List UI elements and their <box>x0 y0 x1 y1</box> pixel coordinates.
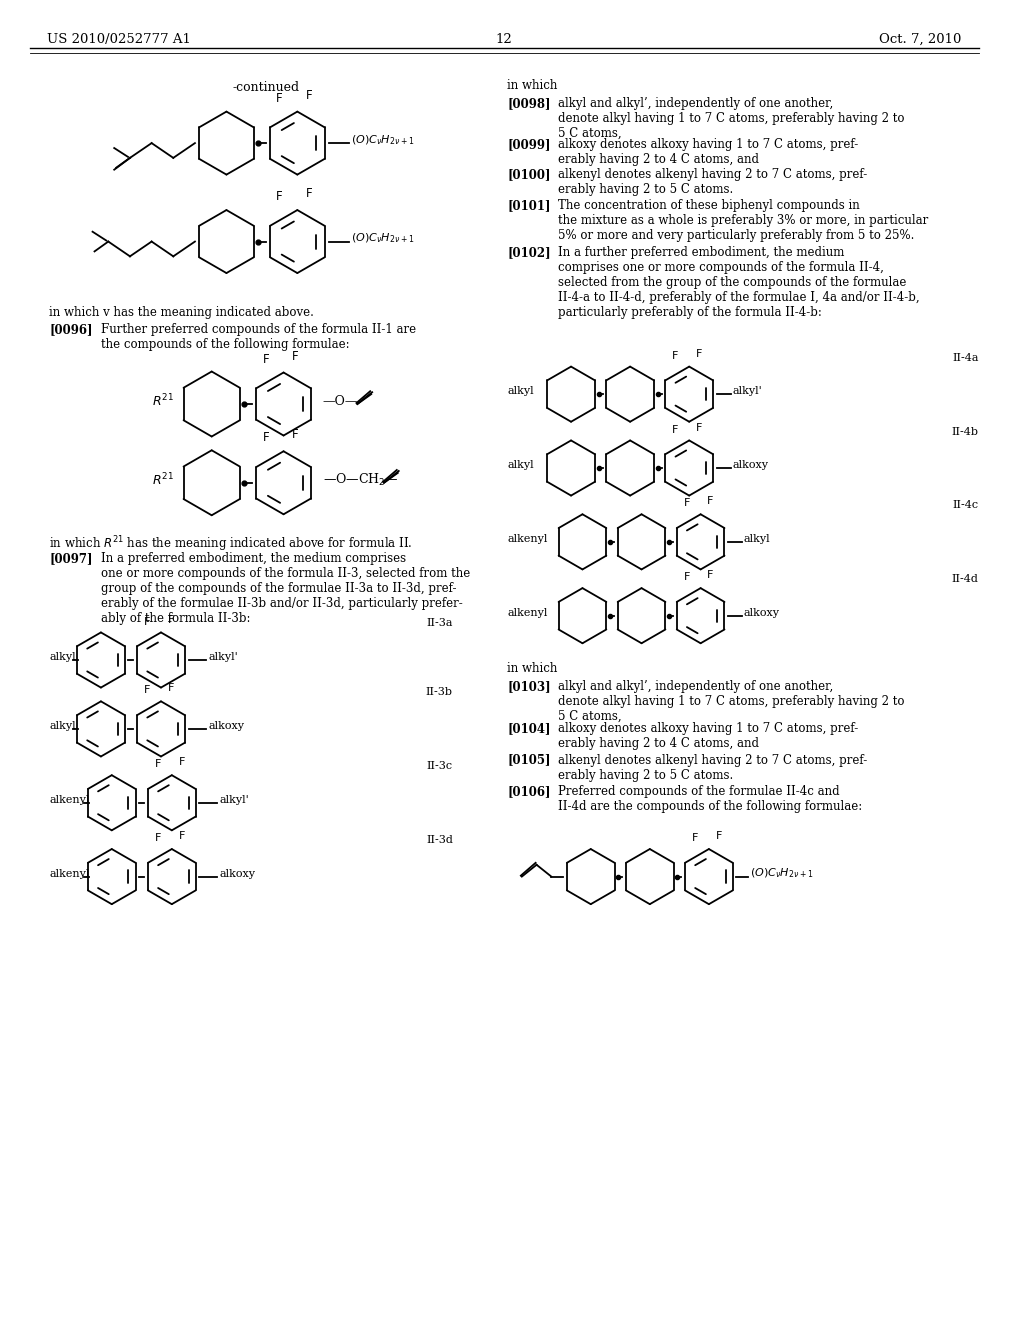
Text: Preferred compounds of the formulae II-4c and
II-4d are the compounds of the fol: Preferred compounds of the formulae II-4… <box>558 785 862 813</box>
Text: [0098]: [0098] <box>507 96 551 110</box>
Text: II-4a: II-4a <box>952 352 979 363</box>
Text: F: F <box>696 422 702 433</box>
Text: Further preferred compounds of the formula II-1 are
the compounds of the followi: Further preferred compounds of the formu… <box>101 323 417 351</box>
Text: II-3b: II-3b <box>426 688 453 697</box>
Text: F: F <box>672 351 679 360</box>
Text: US 2010/0252777 A1: US 2010/0252777 A1 <box>47 33 191 46</box>
Text: alkoxy: alkoxy <box>744 607 780 618</box>
Text: alkoxy denotes alkoxy having 1 to 7 C atoms, pref-
erably having 2 to 4 C atoms,: alkoxy denotes alkoxy having 1 to 7 C at… <box>558 139 858 166</box>
Text: in which: in which <box>507 79 557 92</box>
Text: alkyl: alkyl <box>507 461 534 470</box>
Text: F: F <box>292 350 299 363</box>
Text: [0101]: [0101] <box>507 199 551 213</box>
Text: [0104]: [0104] <box>507 722 551 735</box>
Text: alkyl and alkyl’, independently of one another,
denote alkyl having 1 to 7 C ato: alkyl and alkyl’, independently of one a… <box>558 96 905 140</box>
Text: —O—CH$_2$—: —O—CH$_2$— <box>323 471 398 488</box>
Text: 12: 12 <box>496 33 512 46</box>
Text: F: F <box>144 685 151 696</box>
Text: $(O)C_{\nu}H_{2\nu+1}$: $(O)C_{\nu}H_{2\nu+1}$ <box>350 133 414 147</box>
Text: F: F <box>168 684 174 693</box>
Text: II-3a: II-3a <box>426 619 453 628</box>
Text: in which v has the meaning indicated above.: in which v has the meaning indicated abo… <box>49 305 314 318</box>
Text: In a preferred embodiment, the medium comprises
one or more compounds of the for: In a preferred embodiment, the medium co… <box>101 552 471 624</box>
Text: The concentration of these biphenyl compounds in
the mixture as a whole is prefe: The concentration of these biphenyl comp… <box>558 199 929 243</box>
Text: alkyl: alkyl <box>49 721 76 731</box>
Text: alkenyl denotes alkenyl having 2 to 7 C atoms, pref-
erably having 2 to 5 C atom: alkenyl denotes alkenyl having 2 to 7 C … <box>558 754 867 781</box>
Text: [0105]: [0105] <box>507 754 551 767</box>
Text: [0106]: [0106] <box>507 785 551 799</box>
Text: $R^{21}$: $R^{21}$ <box>153 393 174 409</box>
Text: alkenyl: alkenyl <box>507 533 548 544</box>
Text: alkyl: alkyl <box>507 387 534 396</box>
Text: [0103]: [0103] <box>507 680 551 693</box>
Text: II-4d: II-4d <box>951 574 979 585</box>
Text: F: F <box>692 833 698 843</box>
Text: [0099]: [0099] <box>507 139 551 152</box>
Text: [0102]: [0102] <box>507 247 551 260</box>
Text: F: F <box>684 572 690 582</box>
Text: F: F <box>168 615 174 624</box>
Text: —O—: —O— <box>323 395 358 408</box>
Text: F: F <box>178 832 185 841</box>
Text: In a further preferred embodiment, the medium
comprises one or more compounds of: In a further preferred embodiment, the m… <box>558 247 920 319</box>
Text: alkyl and alkyl’, independently of one another,
denote alkyl having 1 to 7 C ato: alkyl and alkyl’, independently of one a… <box>558 680 905 722</box>
Text: F: F <box>144 616 151 627</box>
Text: II-4c: II-4c <box>952 500 979 511</box>
Text: alkoxy: alkoxy <box>732 461 769 470</box>
Text: in which $R^{21}$ has the meaning indicated above for formula II.: in which $R^{21}$ has the meaning indica… <box>49 535 413 553</box>
Text: alkyl: alkyl <box>49 652 76 663</box>
Text: in which: in which <box>507 661 557 675</box>
Text: alkenyl: alkenyl <box>49 795 90 805</box>
Text: alkenyl denotes alkenyl having 2 to 7 C atoms, pref-
erably having 2 to 5 C atom: alkenyl denotes alkenyl having 2 to 7 C … <box>558 168 867 195</box>
Text: alkoxy: alkoxy <box>208 721 245 731</box>
Text: F: F <box>276 190 283 203</box>
Text: [0096]: [0096] <box>49 323 93 337</box>
Text: F: F <box>672 425 679 434</box>
Text: Oct. 7, 2010: Oct. 7, 2010 <box>879 33 961 46</box>
Text: F: F <box>155 759 161 770</box>
Text: [0100]: [0100] <box>507 168 551 181</box>
Text: F: F <box>306 187 312 201</box>
Text: F: F <box>262 432 269 445</box>
Text: $R^{21}$: $R^{21}$ <box>153 471 174 488</box>
Text: F: F <box>155 833 161 843</box>
Text: -continued: -continued <box>232 81 299 94</box>
Text: alkyl: alkyl <box>744 533 771 544</box>
Text: F: F <box>262 352 269 366</box>
Text: $(O)C_{\nu}H_{2\nu+1}$: $(O)C_{\nu}H_{2\nu+1}$ <box>350 232 414 246</box>
Text: F: F <box>292 429 299 441</box>
Text: [0097]: [0097] <box>49 552 93 565</box>
Text: alkyl': alkyl' <box>219 795 249 805</box>
Text: F: F <box>696 348 702 359</box>
Text: F: F <box>276 91 283 104</box>
Text: F: F <box>708 496 714 507</box>
Text: II-3d: II-3d <box>426 836 453 845</box>
Text: alkyl': alkyl' <box>208 652 238 663</box>
Text: alkyl': alkyl' <box>732 387 762 396</box>
Text: alkoxy denotes alkoxy having 1 to 7 C atoms, pref-
erably having 2 to 4 C atoms,: alkoxy denotes alkoxy having 1 to 7 C at… <box>558 722 858 750</box>
Text: F: F <box>716 832 722 841</box>
Text: alkoxy: alkoxy <box>219 869 255 879</box>
Text: F: F <box>684 499 690 508</box>
Text: II-4b: II-4b <box>951 426 979 437</box>
Text: alkenyl: alkenyl <box>507 607 548 618</box>
Text: alkenyl: alkenyl <box>49 869 90 879</box>
Text: F: F <box>708 570 714 581</box>
Text: $(O)C_{\nu}H_{2\nu+1}$: $(O)C_{\nu}H_{2\nu+1}$ <box>751 867 813 880</box>
Text: F: F <box>178 758 185 767</box>
Text: F: F <box>306 88 312 102</box>
Text: II-3c: II-3c <box>427 762 453 771</box>
